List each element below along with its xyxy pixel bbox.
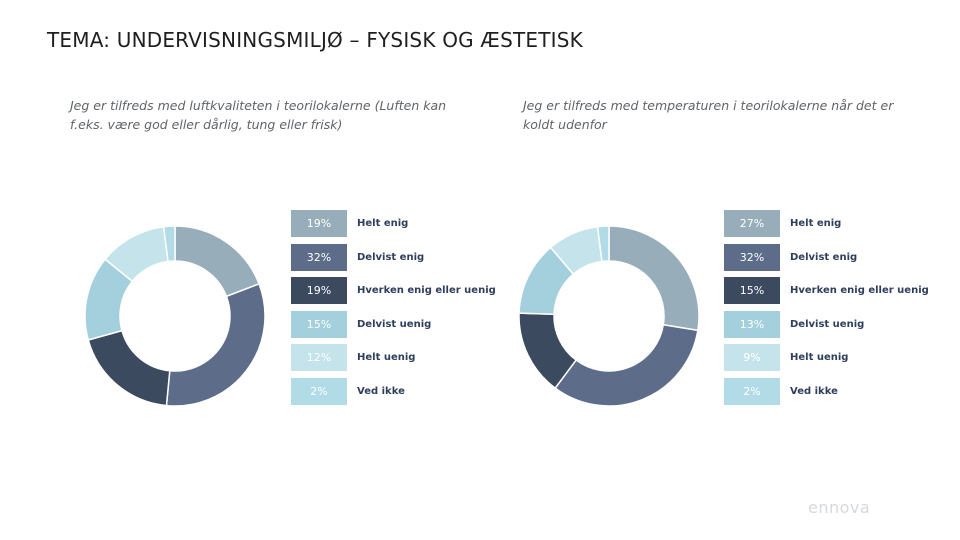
legend-item-helt-enig: 27% Helt enig xyxy=(724,210,841,237)
data-label: 15% xyxy=(724,277,780,305)
legend-item-delvist-uenig: 13% Delvist uenig xyxy=(724,310,865,338)
legend-label: Hverken enig eller uenig xyxy=(357,285,496,297)
legend-item-delvist-enig: 32% Delvist enig xyxy=(724,243,858,271)
legend-item-delvist-uenig: 15% Delvist uenig xyxy=(291,310,432,338)
data-label: 19% xyxy=(291,277,347,305)
donut-slice-helt-enig xyxy=(174,225,261,298)
page-title: TEMA: UNDERVISNINGSMILJØ – FYSISK OG ÆST… xyxy=(47,28,583,52)
donut-slice-delvist-enig xyxy=(165,282,266,407)
data-label: 13% xyxy=(724,310,780,338)
data-label: 12% xyxy=(291,344,347,372)
data-label: 32% xyxy=(291,243,347,271)
legend-item-helt-uenig: 12% Helt uenig xyxy=(291,344,416,372)
legend-label: Hverken enig eller uenig xyxy=(790,285,929,297)
data-label: 32% xyxy=(724,243,780,271)
legend-label: Helt uenig xyxy=(357,352,416,364)
data-label: 9% xyxy=(724,344,780,372)
legend-item-ved-ikke: 2% Ved ikke xyxy=(291,378,405,405)
data-label: 2% xyxy=(724,378,780,405)
data-label: 15% xyxy=(291,310,347,338)
legend-label: Helt uenig xyxy=(790,352,849,364)
legend-item-hverken-enig-eller-uenig: 15% Hverken enig eller uenig xyxy=(724,277,929,305)
legend-label: Delvist enig xyxy=(790,251,858,263)
legend-item-delvist-enig: 32% Delvist enig xyxy=(291,243,425,271)
legend-item-hverken-enig-eller-uenig: 19% Hverken enig eller uenig xyxy=(291,277,496,305)
legend-label: Ved ikke xyxy=(357,386,405,397)
data-label: 19% xyxy=(291,210,347,237)
legend-label: Delvist enig xyxy=(357,251,425,263)
legend-label: Delvist uenig xyxy=(790,318,865,330)
donut-slice-ved-ikke xyxy=(596,225,610,263)
ennova-logo: ennova xyxy=(808,498,871,517)
legend-label: Helt enig xyxy=(357,218,409,229)
donut-slice-ved-ikke xyxy=(162,225,176,263)
chart-1-question: Jeg er tilfreds med luftkvaliteten i teo… xyxy=(70,98,447,132)
legend-label: Helt enig xyxy=(790,218,842,229)
legend-item-helt-enig: 19% Helt enig xyxy=(291,210,408,237)
legend-label: Delvist uenig xyxy=(357,318,432,330)
donut-slice-hverken-enig-eller-uenig xyxy=(87,329,171,407)
chart-2-question: Jeg er tilfreds med temperaturen i teori… xyxy=(523,98,894,132)
data-label: 2% xyxy=(291,378,347,405)
legend-item-ved-ikke: 2% Ved ikke xyxy=(724,378,838,405)
legend-label: Ved ikke xyxy=(790,386,838,397)
donut-slice-helt-enig xyxy=(608,225,700,332)
chart-1-donut xyxy=(84,225,266,407)
chart-2-donut xyxy=(518,225,700,407)
data-label: 27% xyxy=(724,210,780,237)
donut-slice-delvist-enig xyxy=(554,323,699,407)
legend-item-helt-uenig: 9% Helt uenig xyxy=(724,344,849,372)
